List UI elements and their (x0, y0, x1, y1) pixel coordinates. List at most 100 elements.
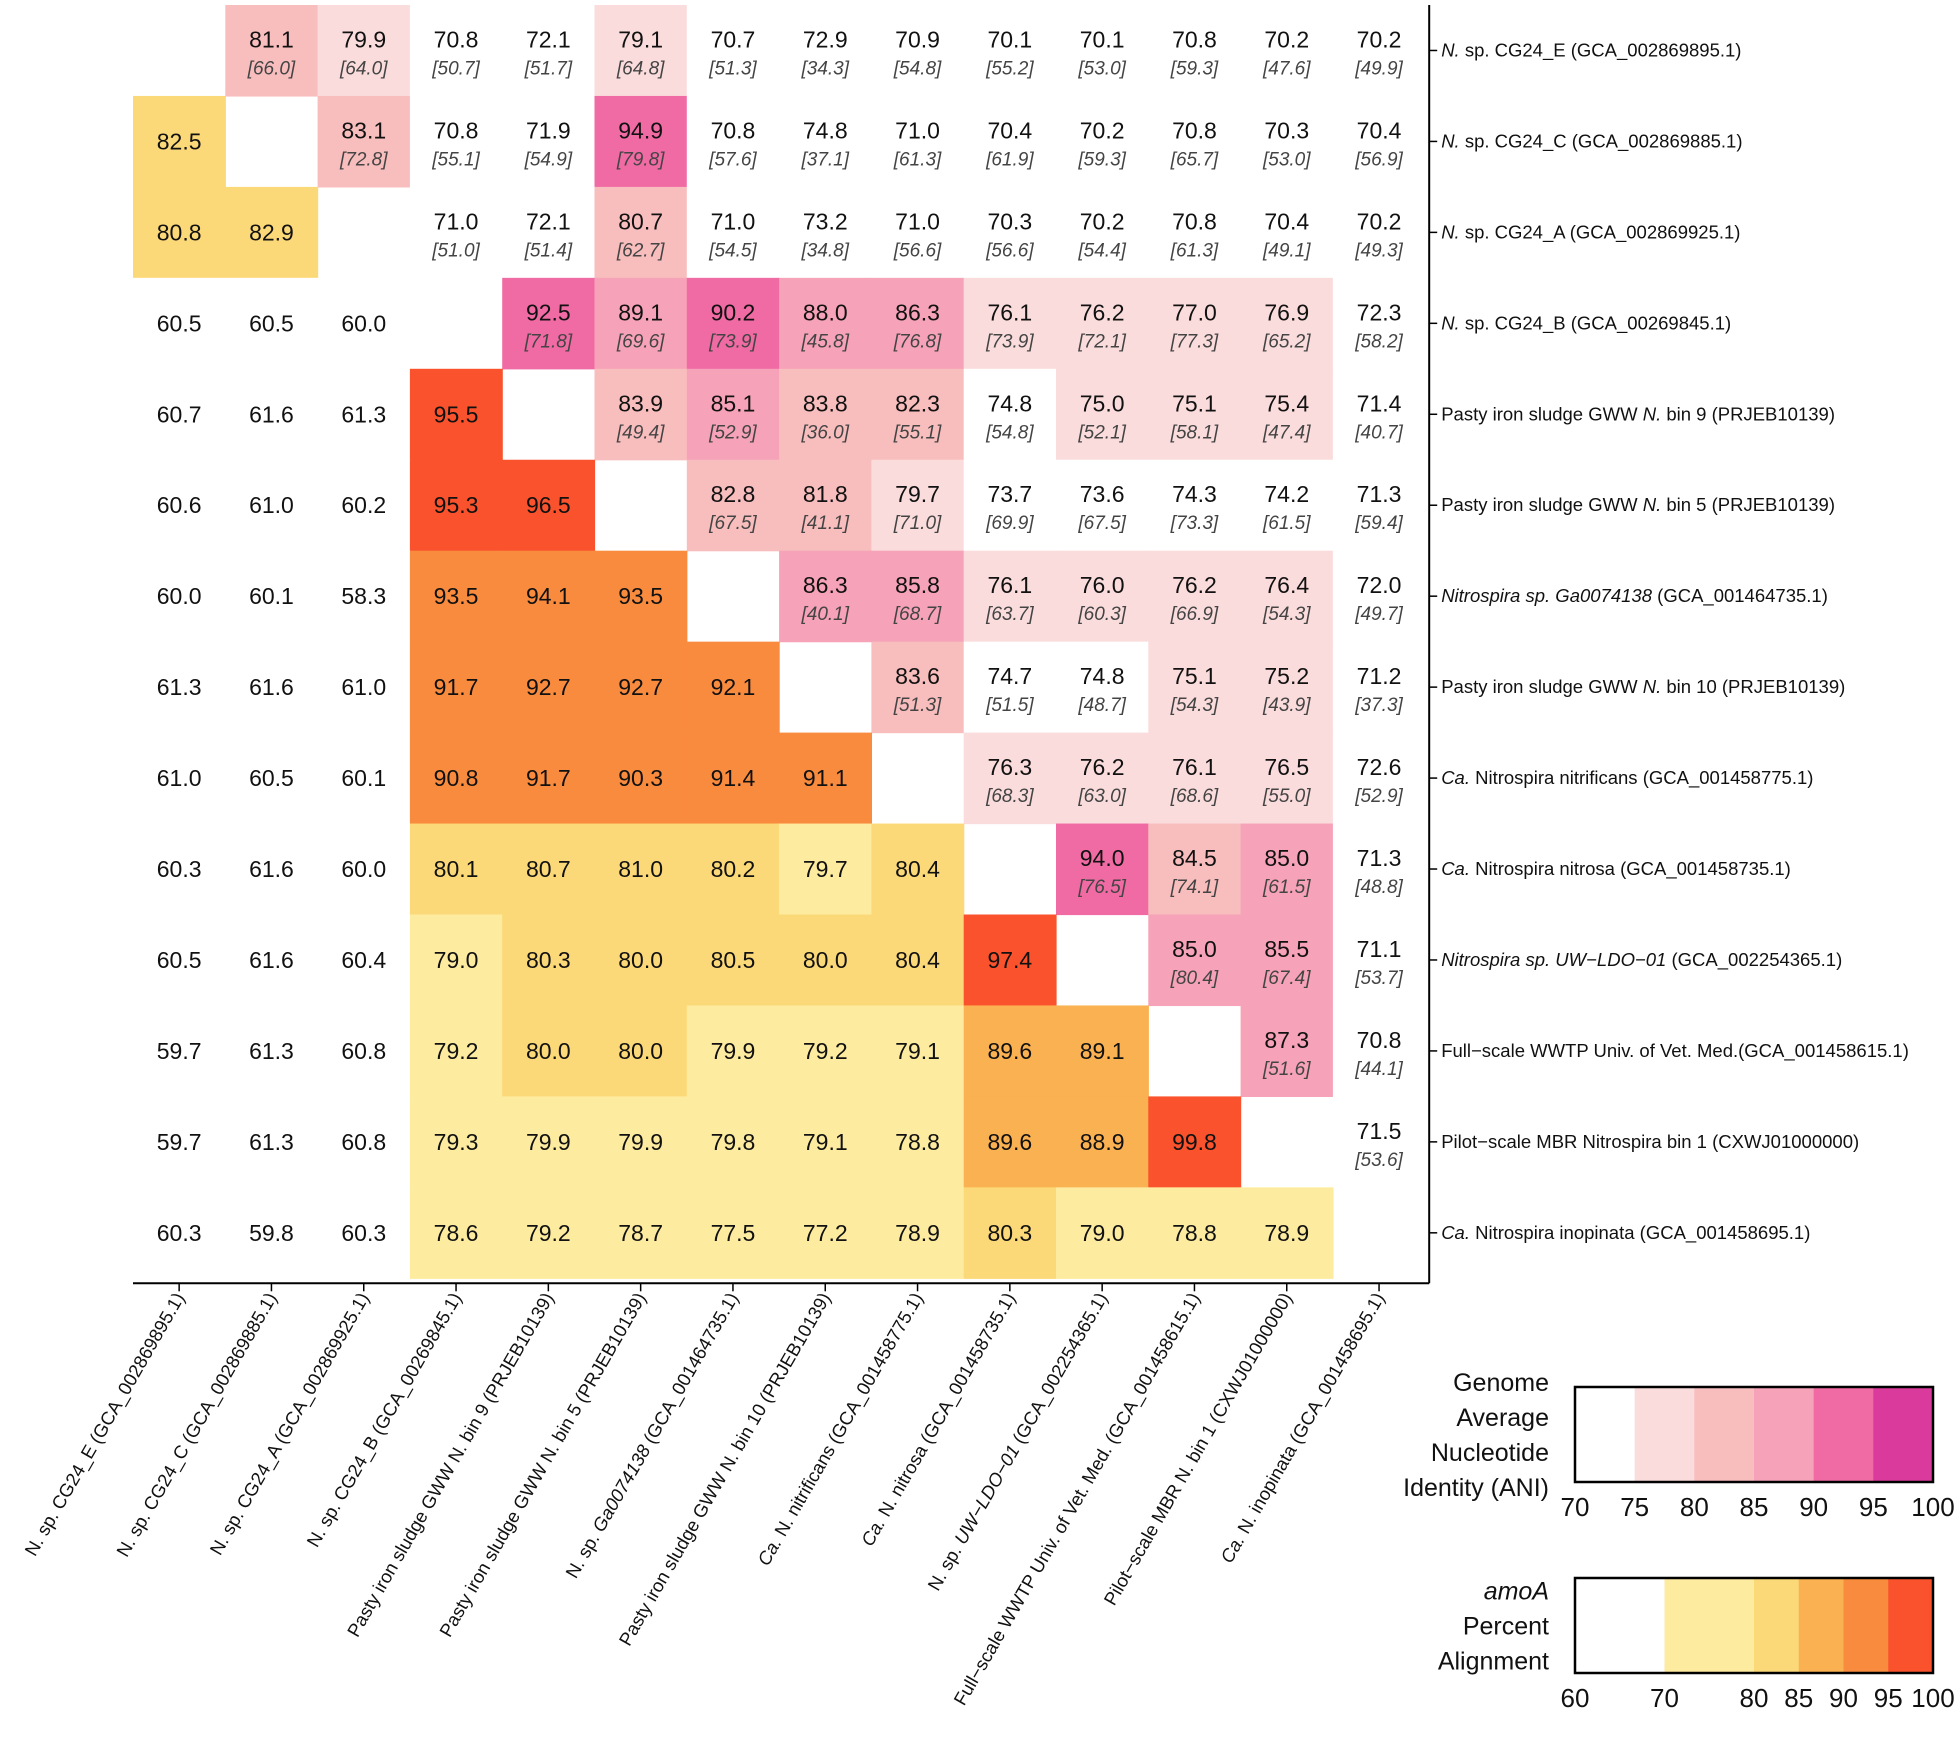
ani-alignment-value: [68.3] (985, 786, 1034, 807)
ani-value: 94.9 (618, 117, 663, 143)
amoa-cell (317, 732, 411, 825)
ani-alignment-value: [53.0] (1077, 58, 1126, 79)
ani-value: 76.1 (987, 299, 1032, 325)
ani-alignment-value: [64.8] (616, 58, 665, 79)
ani-cell (686, 277, 780, 370)
row-label: Nitrospira sp. Ga0074138 (GCA_001464735.… (1441, 585, 1828, 607)
ani-alignment-value: [51.4] (524, 240, 573, 261)
amoa-cell (225, 459, 319, 552)
ani-alignment-value: [61.5] (1262, 877, 1311, 898)
ani-alignment-value: [69.6] (616, 331, 665, 352)
ani-value: 71.0 (434, 208, 479, 234)
ani-value: 75.2 (1264, 663, 1309, 689)
legend-swatch (1634, 1387, 1695, 1482)
ani-value: 70.2 (1357, 26, 1402, 52)
ani-value: 70.3 (987, 208, 1032, 234)
amoa-value: 59.8 (249, 1220, 294, 1246)
legend-tick-label: 75 (1620, 1492, 1649, 1522)
ani-cell (225, 5, 319, 97)
amoa-value: 59.7 (157, 1129, 202, 1155)
amoa-cell (502, 914, 596, 1007)
ani-alignment-value: [65.2] (1262, 331, 1311, 352)
amoa-cell (317, 1187, 411, 1279)
amoa-value: 79.1 (895, 1038, 940, 1064)
ani-alignment-value: [51.0] (431, 240, 480, 261)
ani-alignment-value: [40.1] (800, 604, 849, 625)
ani-value: 83.9 (618, 390, 663, 416)
ani-value: 76.3 (987, 754, 1032, 780)
amoa-value: 61.3 (249, 1129, 294, 1155)
ani-cell (963, 550, 1057, 643)
amoa-cell (409, 1096, 503, 1188)
ani-cell (871, 95, 965, 188)
legend-swatch (1694, 1387, 1755, 1482)
amoa-cell (502, 459, 596, 552)
legend-tick-label: 95 (1874, 1683, 1903, 1713)
amoa-cell (133, 368, 226, 461)
ani-alignment-value: [79.8] (616, 149, 665, 170)
ani-cell (1056, 823, 1149, 916)
ani-cell (1148, 95, 1242, 188)
legend-swatch (1575, 1387, 1636, 1482)
ani-value: 74.7 (987, 663, 1032, 689)
amoa-cell (317, 459, 411, 552)
amoa-cell (225, 1187, 319, 1279)
ani-value: 81.1 (249, 26, 294, 52)
ani-alignment-value: [61.3] (893, 149, 942, 170)
amoa-cell (317, 823, 411, 916)
ani-cell (1148, 368, 1242, 461)
column-label: N. sp. CG24_A (GCA_002869925.1) (205, 1289, 374, 1559)
legend-tick-label: 90 (1829, 1683, 1858, 1713)
ani-cell (409, 95, 503, 188)
amoa-cell (779, 1187, 872, 1279)
ani-value: 74.8 (803, 117, 848, 143)
amoa-cell (686, 641, 780, 734)
ani-value: 75.1 (1172, 390, 1217, 416)
ani-alignment-value: [51.3] (893, 695, 942, 716)
ani-alignment-value: [71.0] (893, 513, 942, 534)
ani-cell (1056, 641, 1149, 734)
amoa-value: 80.7 (526, 856, 571, 882)
column-label: Pasty iron sludge GWW N. bin 10 (PRJEB10… (614, 1289, 834, 1649)
amoa-cell (594, 641, 688, 734)
legend-tick-label: 70 (1650, 1683, 1679, 1713)
ani-cell (686, 368, 780, 461)
amoa-cell (317, 1096, 411, 1188)
legend-swatch (1575, 1578, 1665, 1673)
ani-alignment-value: [72.1] (1077, 331, 1126, 352)
ani-alignment-value: [51.6] (1262, 1059, 1311, 1080)
legend-tick-label: 100 (1911, 1492, 1954, 1522)
legend-title-line: Percent (1463, 1613, 1549, 1641)
ani-value: 90.2 (711, 299, 756, 325)
amoa-value: 79.2 (434, 1038, 479, 1064)
amoa-value: 92.7 (618, 674, 663, 700)
ani-alignment-value: [37.3] (1354, 695, 1403, 716)
ani-alignment-value: [54.8] (893, 58, 942, 79)
row-label: Full−scale WWTP Univ. of Vet. Med.(GCA_0… (1441, 1040, 1909, 1062)
ani-value: 71.0 (895, 117, 940, 143)
ani-cell (963, 732, 1057, 825)
ani-alignment-value: [41.1] (800, 513, 849, 534)
ani-value: 87.3 (1264, 1027, 1309, 1053)
amoa-legend: 60 70 80 85 90 95 100 amoA Percent Alignment (1438, 1576, 1955, 1713)
ani-cell (1332, 277, 1426, 370)
amoa-value: 80.3 (526, 947, 571, 973)
amoa-cell (686, 1096, 780, 1188)
ani-alignment-value: [67.5] (708, 513, 757, 534)
legend-title-line: Nucleotide (1431, 1439, 1549, 1467)
amoa-value: 61.6 (249, 674, 294, 700)
amoa-cell (502, 1096, 596, 1188)
amoa-value: 60.2 (341, 492, 386, 518)
ani-alignment-value: [49.3] (1354, 240, 1403, 261)
ani-cell (1056, 277, 1149, 370)
ani-alignment-value: [54.9] (524, 149, 573, 170)
ani-value: 70.8 (434, 26, 479, 52)
ani-alignment-value: [47.6] (1262, 58, 1311, 79)
amoa-value: 79.2 (803, 1038, 848, 1064)
legend-swatch (1754, 1387, 1815, 1482)
ani-alignment-value: [51.3] (708, 58, 757, 79)
amoa-value: 60.3 (341, 1220, 386, 1246)
ani-cell (1240, 823, 1334, 916)
ani-alignment-value: [60.3] (1077, 604, 1126, 625)
amoa-value: 80.2 (711, 856, 756, 882)
